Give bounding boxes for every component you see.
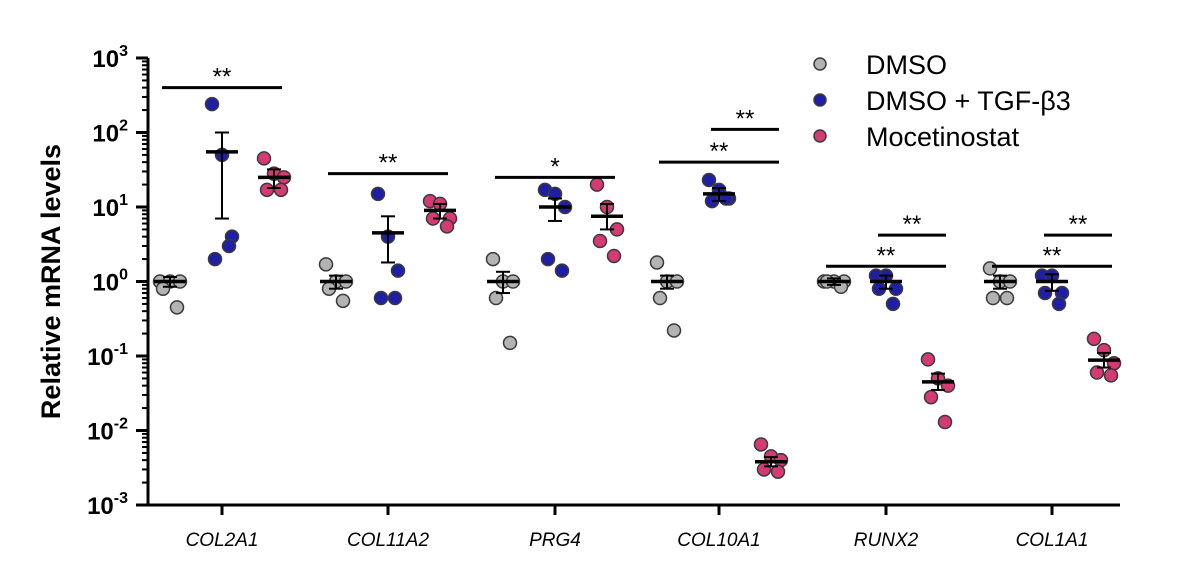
significance-label: ** — [213, 64, 232, 91]
data-point — [259, 182, 275, 198]
significance-label: ** — [736, 105, 755, 132]
y-tick-base: 10 — [87, 419, 114, 446]
y-tick-exponent: 0 — [119, 267, 128, 284]
data-point — [885, 296, 901, 312]
data-point — [770, 464, 786, 479]
x-tick-label: COL11A2 — [347, 530, 429, 551]
data-point — [666, 323, 682, 338]
significance-label: ** — [1043, 242, 1062, 269]
y-tick-exponent: 2 — [119, 118, 128, 135]
data-point — [999, 290, 1015, 306]
y-tick-label: 100 — [92, 267, 128, 297]
y-tick-base: 10 — [92, 195, 119, 222]
y-tick-exponent: -2 — [114, 416, 128, 433]
y-tick-base: 10 — [92, 46, 119, 73]
y-tick-label: 10-3 — [87, 490, 128, 520]
x-tick-label: PRG4 — [529, 530, 581, 551]
data-point — [937, 414, 953, 430]
data-point — [753, 437, 769, 452]
data-point — [439, 219, 455, 234]
data-point — [606, 248, 622, 264]
data-point — [649, 255, 665, 270]
legend-entry: DMSO — [866, 50, 947, 80]
series-0 — [152, 251, 1018, 351]
y-tick-base: 10 — [92, 121, 119, 148]
data-point — [485, 251, 501, 267]
data-point — [985, 290, 1001, 306]
data-point — [1037, 285, 1053, 301]
significance-label: * — [550, 153, 559, 180]
data-point — [204, 96, 220, 112]
significance-label: ** — [1069, 211, 1088, 238]
data-point — [982, 261, 998, 276]
data-point — [1089, 365, 1105, 380]
y-tick-base: 10 — [92, 270, 119, 297]
data-point — [592, 233, 608, 249]
y-tick-label: 102 — [92, 118, 128, 148]
data-point — [169, 300, 185, 315]
x-tick-label: COL2A1 — [186, 530, 259, 551]
data-point — [221, 238, 237, 254]
data-point — [390, 263, 406, 278]
data-point — [370, 186, 386, 202]
data-point — [502, 335, 518, 351]
data-point — [756, 462, 772, 477]
data-point — [920, 352, 936, 367]
legend-marker — [813, 129, 827, 143]
x-tick-label: RUNX2 — [854, 530, 919, 551]
legend-marker — [813, 57, 827, 71]
y-tick-exponent: -1 — [114, 341, 128, 358]
series-1 — [204, 96, 1070, 312]
legend-marker — [813, 93, 827, 107]
data-point — [318, 257, 334, 272]
data-point — [387, 290, 403, 306]
y-tick-exponent: 3 — [119, 43, 128, 60]
data-point — [1103, 368, 1119, 383]
significance-label: ** — [877, 242, 896, 269]
y-tick-base: 10 — [87, 344, 114, 371]
data-point — [540, 251, 556, 267]
data-point — [1051, 296, 1067, 312]
significance-label: ** — [379, 150, 398, 177]
x-tick-label: COL10A1 — [677, 530, 760, 551]
data-point — [488, 290, 504, 306]
significance-label: ** — [710, 138, 729, 165]
data-point — [554, 263, 570, 278]
data-point — [1086, 331, 1102, 347]
y-tick-exponent: -3 — [114, 490, 128, 507]
data-point — [335, 293, 351, 309]
chart-marks: **** ************* — [152, 64, 1122, 479]
data-point — [256, 151, 272, 166]
y-tick-label: 103 — [92, 43, 128, 73]
y-tick-label: 101 — [92, 192, 128, 222]
series-2 — [256, 151, 1122, 479]
y-tick-base: 10 — [87, 493, 114, 520]
significance-label: ** — [903, 211, 922, 238]
x-tick-label: COL1A1 — [1016, 530, 1089, 551]
legend: DMSO DMSO + TGF-β3 Mocetinostat — [813, 50, 1071, 152]
legend-entry: Mocetinostat — [866, 122, 1020, 152]
y-tick-label: 10-2 — [87, 416, 128, 446]
data-point — [589, 177, 605, 192]
data-point — [155, 281, 171, 296]
data-point — [652, 290, 668, 306]
legend-entry: DMSO + TGF-β3 — [866, 86, 1071, 116]
y-tick-exponent: 1 — [119, 192, 128, 209]
data-point — [923, 389, 939, 405]
data-point — [701, 172, 717, 188]
data-point — [273, 182, 289, 198]
data-point — [207, 251, 223, 267]
data-point — [373, 290, 389, 306]
y-axis-label: Relative mRNA levels — [36, 144, 66, 419]
y-tick-label: 10-1 — [87, 341, 128, 371]
